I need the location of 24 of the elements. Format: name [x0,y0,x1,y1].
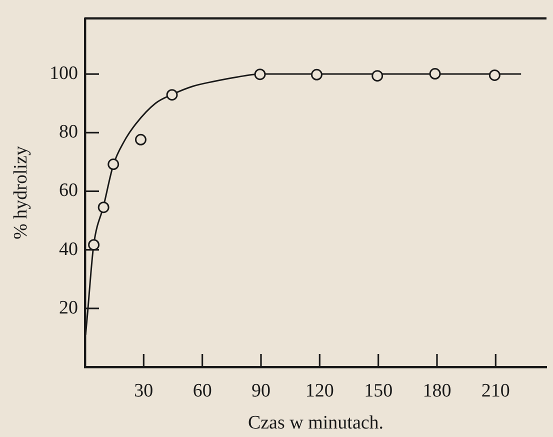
x-tick-label: 150 [364,380,393,402]
point [310,68,322,80]
point [88,239,100,251]
x-tick-label: 210 [481,380,510,402]
y-tick-label: 20 [59,297,78,318]
x-tick-label: 120 [305,380,334,402]
y-axis-title: % hydrolizy [10,146,32,240]
y-tick-label: 100 [50,63,78,84]
point [488,69,500,81]
y-tick-label: 40 [59,238,78,260]
y-tick-label: 60 [59,180,78,202]
x-axis-title: Czas w minutach. [248,412,384,434]
point [134,134,146,146]
x-tick-label: 60 [192,380,212,402]
x-tick-label: 180 [422,380,452,402]
x-tick-label: 30 [134,380,154,402]
point [108,158,120,170]
x-tick-label: 90 [251,380,270,402]
point [98,202,110,214]
point [254,68,266,80]
point [372,70,384,82]
y-tick-label: 80 [59,122,78,143]
point [429,68,441,80]
point [166,89,178,101]
